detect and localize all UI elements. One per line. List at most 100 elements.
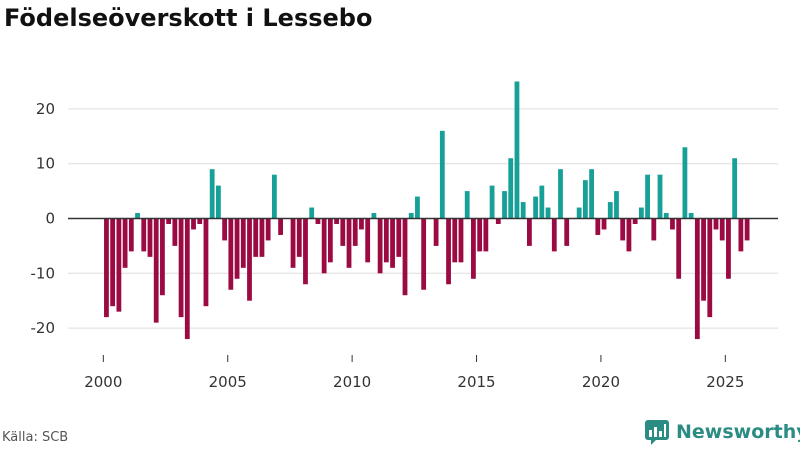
bar xyxy=(359,218,364,230)
bar xyxy=(240,218,246,268)
bar xyxy=(184,218,190,340)
bar xyxy=(508,158,514,219)
x-tick-label: 2000 xyxy=(84,373,122,391)
bar xyxy=(147,218,153,257)
bar xyxy=(433,218,439,246)
y-tick-label: -20 xyxy=(31,319,56,337)
bar xyxy=(390,218,395,268)
bar xyxy=(638,207,644,219)
bar xyxy=(191,218,196,230)
bar xyxy=(471,218,476,279)
x-tick-label: 2025 xyxy=(706,373,744,391)
bar xyxy=(178,218,184,318)
bar xyxy=(122,218,128,268)
bar xyxy=(582,180,588,219)
bar xyxy=(545,207,551,219)
bar xyxy=(383,218,389,263)
bar xyxy=(141,218,147,252)
bar xyxy=(589,169,594,219)
bar xyxy=(110,218,116,307)
bar xyxy=(719,218,725,241)
bar xyxy=(153,218,159,323)
bar xyxy=(321,218,327,274)
bar xyxy=(415,196,420,219)
bar xyxy=(278,218,283,235)
bar xyxy=(607,202,613,219)
bar xyxy=(527,218,532,246)
bar xyxy=(464,191,470,219)
bar xyxy=(539,185,545,219)
bar xyxy=(713,218,719,230)
bar xyxy=(309,207,315,219)
bar xyxy=(377,218,383,274)
bar xyxy=(303,218,308,285)
bar xyxy=(489,185,495,219)
bar xyxy=(234,218,240,279)
bar xyxy=(520,202,526,219)
bar xyxy=(495,218,501,224)
bar xyxy=(271,174,277,219)
bar xyxy=(657,174,663,219)
y-tick-label: -10 xyxy=(31,264,56,282)
bar xyxy=(483,218,489,252)
bar xyxy=(265,218,271,241)
bar xyxy=(477,218,483,252)
bar xyxy=(502,191,507,219)
source-note: Källa: SCB xyxy=(2,430,69,445)
bar xyxy=(726,218,731,279)
bar xyxy=(340,218,346,246)
bar xyxy=(694,218,700,340)
brand-logo: Newsworthy xyxy=(644,419,800,445)
bar xyxy=(707,218,713,318)
x-axis-ticks: 2000 2005 2010 2015 2020 2025 xyxy=(84,355,744,391)
bar xyxy=(203,218,209,307)
bar xyxy=(595,218,601,235)
bar xyxy=(247,218,252,301)
bar xyxy=(128,218,134,252)
bar xyxy=(209,169,215,219)
bar xyxy=(738,218,744,252)
bar xyxy=(701,218,706,301)
bar xyxy=(346,218,352,268)
bar xyxy=(253,218,259,257)
chart-title: Födelseöverskott i Lessebo xyxy=(4,4,373,32)
bar xyxy=(172,218,178,246)
newsworthy-icon xyxy=(645,420,669,445)
bar xyxy=(135,213,140,219)
bar xyxy=(651,218,657,241)
bar xyxy=(732,158,738,219)
bar xyxy=(676,218,682,279)
bar xyxy=(197,218,203,224)
bar xyxy=(259,218,265,257)
bar xyxy=(396,218,402,257)
y-tick-label: 0 xyxy=(45,210,55,228)
bar xyxy=(371,213,377,219)
bar xyxy=(458,218,464,263)
bar xyxy=(576,207,582,219)
bar xyxy=(446,218,451,285)
bar xyxy=(620,218,626,241)
bar xyxy=(166,218,172,224)
bar-series xyxy=(104,81,750,340)
bar xyxy=(104,218,109,318)
bar xyxy=(744,218,750,241)
bar xyxy=(670,218,675,230)
bar xyxy=(452,218,458,263)
bar xyxy=(614,191,619,219)
bar xyxy=(290,218,296,268)
y-tick-label: 10 xyxy=(36,155,55,173)
bar xyxy=(663,213,669,219)
x-tick-label: 2020 xyxy=(582,373,620,391)
bar xyxy=(408,213,414,219)
x-tick-label: 2015 xyxy=(457,373,495,391)
bar xyxy=(327,218,333,263)
bar xyxy=(216,185,221,219)
bar xyxy=(228,218,234,290)
bar xyxy=(421,218,427,290)
bar xyxy=(296,218,302,257)
bar xyxy=(645,174,650,219)
bar xyxy=(632,218,638,224)
bar xyxy=(564,218,570,246)
y-axis-ticks: -20 -10 0 10 20 xyxy=(31,100,56,337)
